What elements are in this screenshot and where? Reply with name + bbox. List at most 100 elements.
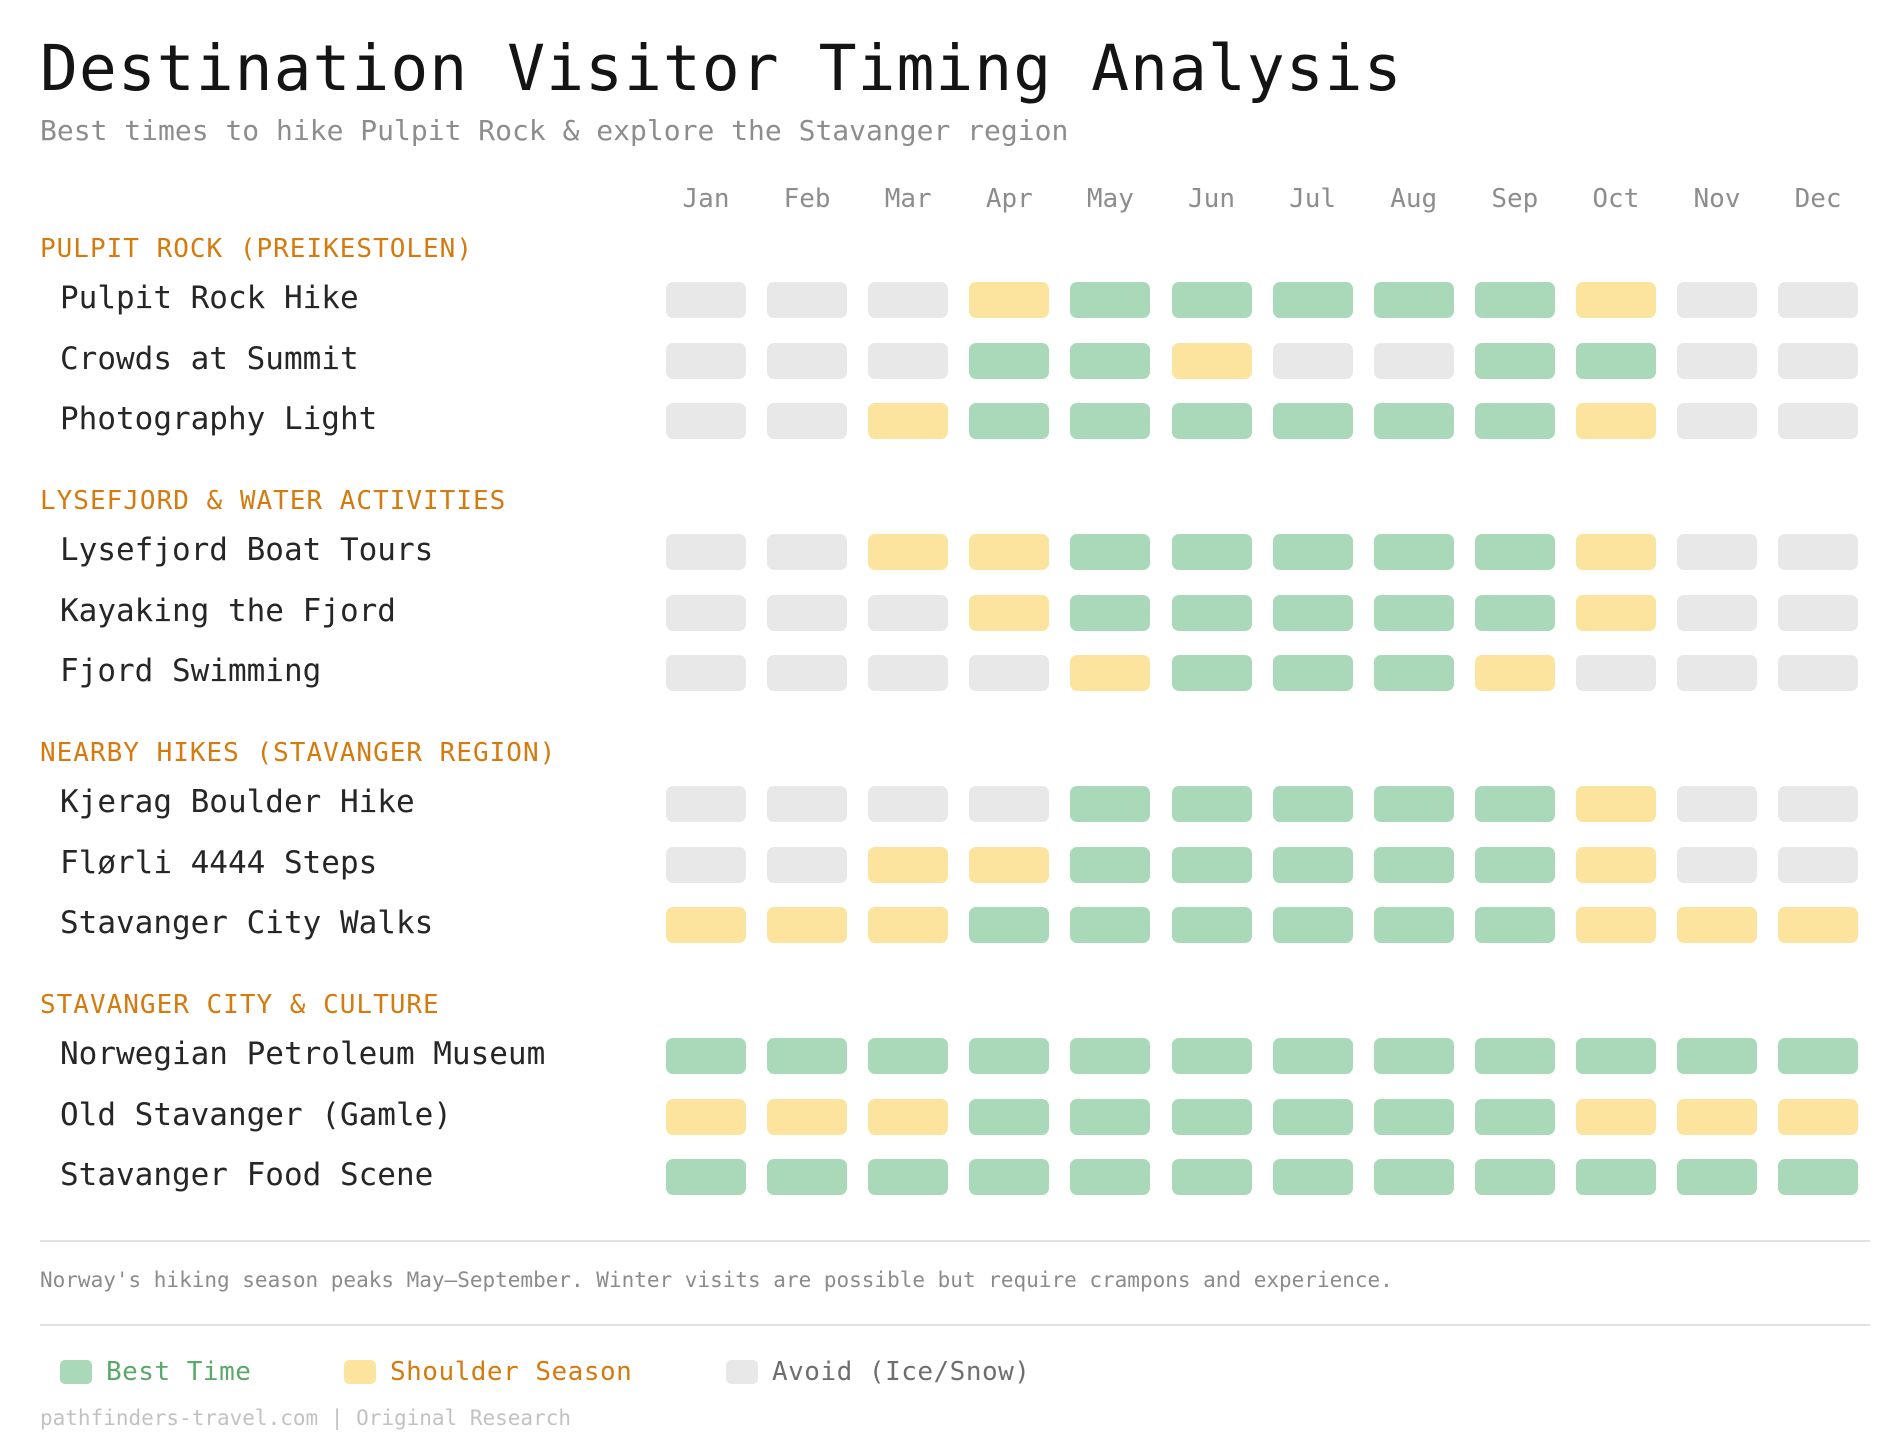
heatmap-cell-best xyxy=(1272,282,1353,318)
heatmap-cell-avoid xyxy=(1677,342,1757,379)
heatmap-cell-best xyxy=(1272,655,1353,692)
heatmap-cell-avoid xyxy=(767,846,848,883)
heatmap-cell-avoid xyxy=(1778,403,1859,440)
heatmap-cell-best xyxy=(1474,342,1555,379)
heatmap-cell-best xyxy=(1171,282,1252,318)
heatmap-cell-best xyxy=(1373,534,1454,570)
heatmap-cell-avoid xyxy=(666,282,746,318)
heatmap-cell-avoid xyxy=(1677,655,1757,692)
heatmap-cell-best xyxy=(1171,846,1252,883)
heatmap-cell-best xyxy=(1474,1159,1555,1196)
heatmap-cell-best xyxy=(1272,846,1353,883)
heatmap-cell-avoid xyxy=(767,534,848,570)
heatmap-cell-shoulder xyxy=(1474,655,1555,692)
heatmap-cell-best xyxy=(868,1159,949,1196)
heatmap-cell-avoid xyxy=(666,594,746,631)
heatmap-cell-avoid xyxy=(868,594,949,631)
section-heading: LYSEFJORD & WATER ACTIVITIES xyxy=(40,486,507,516)
heatmap-cell-best xyxy=(1272,1098,1353,1135)
heatmap-cell-avoid xyxy=(868,342,949,379)
heatmap-cell-best xyxy=(1474,534,1555,570)
source-credit: pathfinders-travel.com | Original Resear… xyxy=(40,1406,572,1430)
heatmap-cell-shoulder xyxy=(1677,1098,1757,1135)
heatmap-cell-best xyxy=(969,907,1050,944)
heatmap-cell-best xyxy=(666,1038,746,1074)
heatmap-cell-best xyxy=(1171,655,1252,692)
heatmap-cell-best xyxy=(767,1159,848,1196)
heatmap-cell-shoulder xyxy=(767,907,848,944)
legend-label-avoid: Avoid (Ice/Snow) xyxy=(772,1357,1031,1387)
heatmap-cell-best xyxy=(1171,786,1252,822)
heatmap-cell-best xyxy=(969,342,1050,379)
row-label: Old Stavanger (Gamle) xyxy=(60,1096,452,1133)
heatmap-cell-avoid xyxy=(767,786,848,822)
heatmap-cell-best xyxy=(1677,1038,1757,1074)
heatmap-cell-best xyxy=(1373,786,1454,822)
heatmap-cell-best xyxy=(969,1159,1050,1196)
heatmap-cell-shoulder xyxy=(767,1098,848,1135)
divider-top xyxy=(40,1240,1870,1242)
heatmap-cell-shoulder xyxy=(868,907,949,944)
heatmap-cell-best xyxy=(1474,1098,1555,1135)
legend-item-avoid: Avoid (Ice/Snow) xyxy=(726,1354,1030,1390)
heatmap-cell-avoid xyxy=(868,282,949,318)
heatmap-cell-avoid xyxy=(969,786,1050,822)
heatmap-cell-avoid xyxy=(1778,786,1859,822)
heatmap-cell-avoid xyxy=(1272,342,1353,379)
heatmap-cell-best xyxy=(969,403,1050,440)
row-label: Fjord Swimming xyxy=(60,653,322,690)
heatmap-cell-shoulder xyxy=(1070,655,1151,692)
heatmap-cell-best xyxy=(1272,786,1353,822)
row-label: Norwegian Petroleum Museum xyxy=(60,1036,546,1072)
heatmap-cell-best xyxy=(1272,1038,1353,1074)
divider-bottom xyxy=(40,1324,1870,1326)
heatmap-cell-avoid xyxy=(767,282,848,318)
heatmap-cell-best xyxy=(767,1038,848,1074)
heatmap-cell-best xyxy=(1474,282,1555,318)
heatmap-cell-best xyxy=(1575,1038,1656,1074)
section-heading: STAVANGER CITY & CULTURE xyxy=(40,990,440,1020)
heatmap-cell-best xyxy=(1171,1038,1252,1074)
month-header-dec: Dec xyxy=(1794,184,1842,214)
month-header-may: May xyxy=(1086,184,1134,214)
heatmap-cell-avoid xyxy=(767,594,848,631)
heatmap-cell-shoulder xyxy=(666,907,746,944)
heatmap-cell-shoulder xyxy=(666,1098,746,1135)
month-header-oct: Oct xyxy=(1592,184,1640,214)
heatmap-cell-shoulder xyxy=(868,846,949,883)
heatmap-cell-shoulder xyxy=(1575,403,1656,440)
heatmap-cell-avoid xyxy=(1677,846,1757,883)
month-header-jul: Jul xyxy=(1289,184,1337,214)
heatmap-cell-best xyxy=(1171,403,1252,440)
heatmap-cell-shoulder xyxy=(1575,846,1656,883)
heatmap-cell-best xyxy=(666,1159,746,1196)
heatmap-cell-best xyxy=(1474,907,1555,944)
legend-label-shoulder: Shoulder Season xyxy=(390,1357,633,1387)
heatmap-cell-best xyxy=(1171,1098,1252,1135)
heatmap-cell-best xyxy=(1070,342,1151,379)
heatmap-cell-shoulder xyxy=(1778,1098,1859,1135)
heatmap-cell-shoulder xyxy=(1677,907,1757,944)
month-header-feb: Feb xyxy=(783,184,831,214)
heatmap-cell-shoulder xyxy=(969,282,1050,318)
heatmap-cell-avoid xyxy=(1373,342,1454,379)
legend-swatch-best xyxy=(60,1360,92,1384)
heatmap-cell-avoid xyxy=(1778,282,1859,318)
footnote: Norway's hiking season peaks May–Septemb… xyxy=(40,1268,1393,1292)
heatmap-cell-shoulder xyxy=(969,846,1050,883)
heatmap-cell-avoid xyxy=(666,846,746,883)
heatmap-cell-best xyxy=(1272,594,1353,631)
heatmap-cell-avoid xyxy=(1677,403,1757,440)
heatmap-cell-best xyxy=(1171,1159,1252,1196)
page-title: Destination Visitor Timing Analysis xyxy=(40,32,1403,105)
heatmap-cell-best xyxy=(868,1038,949,1074)
month-header-apr: Apr xyxy=(985,184,1033,214)
heatmap-cell-best xyxy=(1373,282,1454,318)
month-header-aug: Aug xyxy=(1390,184,1438,214)
heatmap-cell-avoid xyxy=(1778,342,1859,379)
heatmap-cell-shoulder xyxy=(1575,594,1656,631)
heatmap-cell-avoid xyxy=(1677,786,1757,822)
heatmap-cell-shoulder xyxy=(969,534,1050,570)
row-label: Pulpit Rock Hike xyxy=(60,280,359,316)
